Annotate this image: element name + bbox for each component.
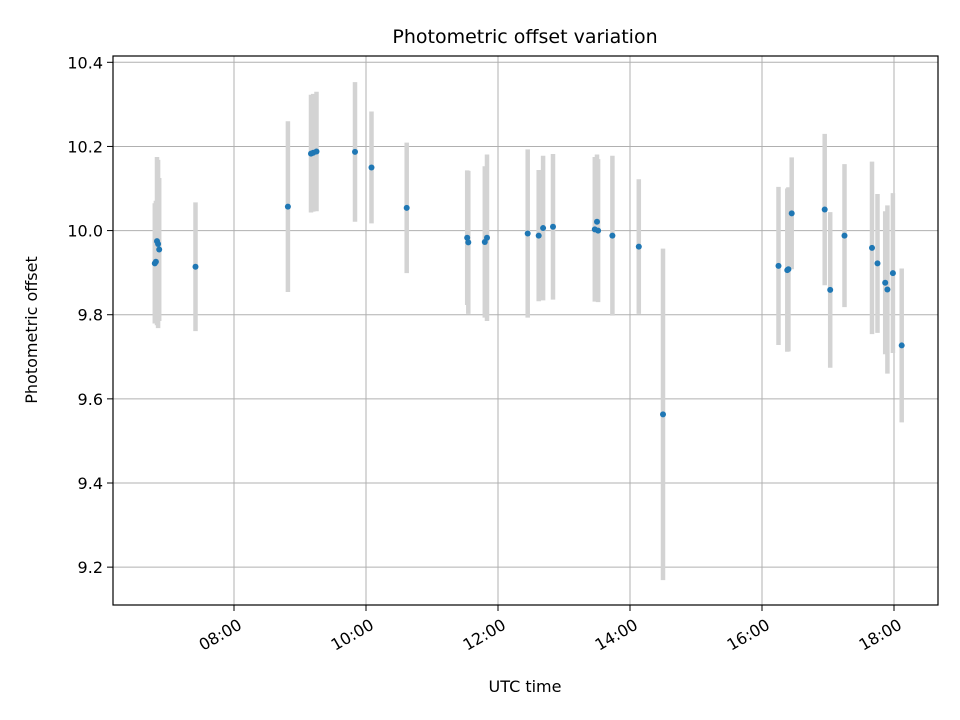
- data-point: [827, 286, 834, 293]
- x-axis-label: UTC time: [489, 677, 562, 696]
- data-point: [874, 260, 881, 267]
- data-point: [609, 232, 616, 239]
- data-point: [660, 411, 666, 418]
- y-tick-label: 9.4: [78, 474, 103, 493]
- data-point: [841, 232, 848, 239]
- data-point: [775, 262, 782, 269]
- data-point: [594, 218, 600, 225]
- data-point: [595, 227, 602, 234]
- data-point: [484, 234, 490, 241]
- data-point: [540, 225, 547, 232]
- y-tick-label: 9.6: [78, 390, 103, 409]
- data-point: [550, 223, 556, 230]
- data-point: [535, 232, 542, 239]
- y-tick-label: 10.0: [67, 222, 103, 241]
- data-point: [635, 243, 642, 250]
- chart-title: Photometric offset variation: [392, 26, 657, 48]
- data-point: [152, 258, 159, 265]
- data-point: [785, 266, 792, 273]
- data-point: [155, 241, 162, 248]
- data-point: [524, 230, 531, 237]
- y-tick-label: 9.8: [78, 306, 103, 325]
- data-point: [284, 203, 291, 210]
- data-point: [884, 286, 891, 293]
- data-points: [151, 148, 905, 418]
- y-tick-label: 10.2: [67, 137, 103, 156]
- data-point: [889, 270, 896, 277]
- data-point: [352, 148, 358, 155]
- y-axis-ticks: 9.2 9.4 9.6 9.8 10.0 10.2 10.4: [67, 53, 113, 577]
- data-point: [313, 148, 320, 155]
- plot-frame: [112, 55, 939, 606]
- data-point: [464, 234, 471, 241]
- data-point: [898, 342, 905, 349]
- data-point: [403, 204, 410, 211]
- data-point: [821, 206, 828, 213]
- y-tick-label: 10.4: [67, 53, 103, 72]
- data-point: [882, 279, 889, 286]
- y-tick-label: 9.2: [78, 558, 103, 577]
- data-point: [465, 239, 472, 246]
- data-point: [156, 246, 163, 253]
- y-axis-label: Photometric offset: [22, 256, 41, 404]
- data-point: [869, 244, 875, 251]
- data-point: [788, 210, 795, 217]
- data-point: [192, 263, 199, 270]
- data-point: [368, 164, 375, 171]
